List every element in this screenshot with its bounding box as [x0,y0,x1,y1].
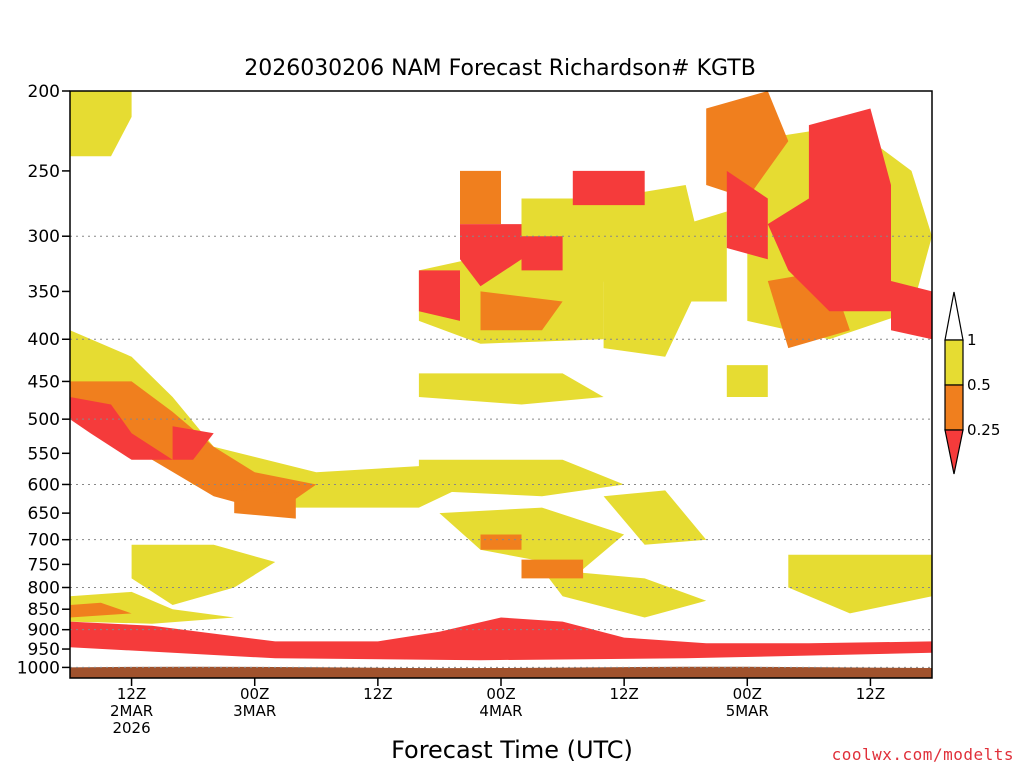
ri-region-yellow [418,459,625,497]
x-tick-label: 3MAR [233,702,276,720]
ri-region-red [70,397,173,460]
x-tick-label: 4MAR [479,702,522,720]
y-tick-label: 450 [28,372,60,392]
y-tick-label: 350 [28,282,60,302]
x-tick-label: 12Z [609,685,638,703]
ri-region-yellow [542,569,707,618]
ri-region-orange [521,559,584,579]
legend-swatch-white [944,291,964,341]
ri-region-orange [706,91,789,199]
x-tick-label: 12Z [856,685,885,703]
ri-region-red [891,281,932,340]
y-tick-label: 650 [28,504,60,524]
y-tick-label: 800 [28,578,60,598]
ground [70,666,932,678]
x-tick-label: 2026 [112,719,150,737]
ri-region-red [572,170,645,206]
ri-region-yellow [70,591,235,624]
legend-swatch-orange [944,384,964,431]
data-regions [70,91,932,678]
ri-region-yellow [439,507,625,570]
ri-region-yellow [70,91,132,157]
y-tick-label: 500 [28,410,60,430]
ri-region-orange [70,602,132,618]
ri-region-yellow [603,490,707,545]
ri-region-red [70,617,932,661]
x-tick-label: 12Z [117,685,146,703]
ri-region-orange [234,490,296,519]
ri-region-yellow [131,544,276,605]
ri-region-red [172,426,214,460]
ri-region-yellow [418,373,604,405]
ri-region-orange [480,291,563,331]
ri-region-red [767,108,891,312]
y-tick-label: 900 [28,621,60,641]
plot-area [69,90,933,679]
ri-region-red [726,170,768,260]
x-axis-label: Forecast Time (UTC) [391,736,633,764]
ri-region-red [418,270,460,321]
ri-region-yellow [726,365,768,397]
legend-label: 0.25 [967,421,1000,439]
ri-region-orange [460,170,501,225]
y-tick-label: 850 [28,600,60,620]
ri-region-red [460,224,522,287]
y-tick-label: 600 [28,475,60,495]
legend-label: 0.5 [967,376,991,394]
ri-region-yellow [788,554,932,614]
credit-link[interactable]: coolwx.com/modelts [831,745,1014,764]
y-tick-label: 200 [28,82,60,102]
y-tick-label: 750 [28,555,60,575]
y-tick-label: 950 [28,640,60,660]
ri-region-orange [480,534,522,550]
x-tick-label: 12Z [363,685,392,703]
ri-region-yellow [603,185,707,357]
y-tick-label: 700 [28,531,60,551]
x-tick-label: 00Z [240,685,269,703]
x-tick-label: 00Z [733,685,762,703]
x-tick-label: 2MAR [110,702,153,720]
x-tick-label: 00Z [486,685,515,703]
y-tick-label: 250 [28,162,60,182]
y-tick-label: 1000 [17,658,60,678]
legend-swatch-yellow [944,339,964,386]
y-tick-label: 300 [28,227,60,247]
ri-region-red [521,236,563,271]
ri-region-yellow [685,211,727,302]
x-tick-label: 5MAR [726,702,769,720]
y-axis: 200 250 300 350 400 450 500 550 600 650 700 750 8008… [17,82,70,678]
legend: 1 0.5 0.25 [944,291,1000,475]
y-tick-label: 400 [28,330,60,350]
legend-swatch-red [944,429,964,475]
legend-label: 1 [967,331,977,349]
y-tick-label: 550 [28,444,60,464]
chart-title: 2026030206 NAM Forecast Richardson# KGTB [244,56,756,81]
